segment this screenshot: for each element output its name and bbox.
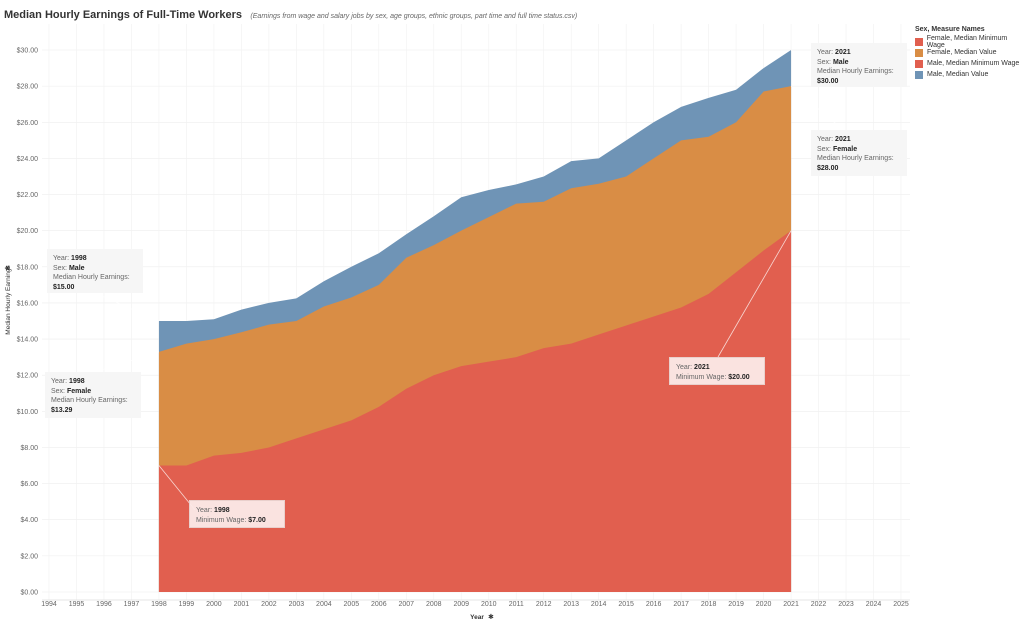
x-tick-label: 1999 <box>179 601 195 608</box>
x-tick-label: 2022 <box>811 601 827 608</box>
x-tick-label: 2016 <box>646 601 662 608</box>
legend-label: Female, Median Value <box>927 49 997 56</box>
x-tick-label: 1998 <box>151 601 167 608</box>
x-tick-label: 2012 <box>536 601 552 608</box>
tooltip-leader-line <box>94 351 160 373</box>
x-tick-label: 2023 <box>838 601 854 608</box>
y-tick-label: $24.00 <box>17 156 39 163</box>
x-tick-label: 2020 <box>756 601 772 608</box>
x-tick-label: 1995 <box>69 601 85 608</box>
tooltip-male-2021: Year: 2021 Sex: Male Median Hourly Earni… <box>811 43 907 87</box>
x-axis-label[interactable]: Year <box>470 614 484 621</box>
x-tick-label: 1996 <box>96 601 112 608</box>
y-tick-label: $12.00 <box>17 373 39 380</box>
legend-title: Sex, Measure Names <box>915 26 985 33</box>
x-tick-label: 1997 <box>124 601 140 608</box>
x-tick-label: 2008 <box>426 601 442 608</box>
x-tick-label: 2001 <box>234 601 250 608</box>
area-minimum-wage[interactable] <box>158 230 792 592</box>
x-axis-pin-icon[interactable]: ✱ <box>488 613 494 621</box>
legend: Sex, Measure Names Female, Median Minimu… <box>915 26 1024 80</box>
tooltip-leader-line <box>790 85 846 132</box>
tooltip-minwage-1998: Year: 1998 Minimum Wage: $7.00 <box>189 500 285 528</box>
tooltip-leader-line <box>158 465 196 511</box>
tooltip-leader-line <box>717 230 792 358</box>
y-tick-label: $8.00 <box>20 445 38 452</box>
x-tick-label: 2013 <box>563 601 579 608</box>
y-tick-label: $30.00 <box>17 48 39 55</box>
chart-subtitle: (Earnings from wage and salary jobs by s… <box>250 13 578 20</box>
tooltip-female-2021: Year: 2021 Sex: Female Median Hourly Ear… <box>811 130 907 176</box>
y-axis-ticks: $0.00 $2.00 $4.00 $6.00 $8.00 $10.00 $12.00 $14… <box>17 48 39 597</box>
legend-label: Male, Median Value <box>927 71 989 78</box>
tooltip-male-1998: Year: 1998 Sex: Male Median Hourly Earni… <box>47 249 143 293</box>
legend-label: Male, Median Minimum Wage <box>927 60 1020 67</box>
legend-label: Female, Median Minimum Wage <box>926 34 1008 49</box>
tooltip-leader-line <box>790 49 812 71</box>
x-tick-label: 2006 <box>371 601 387 608</box>
y-tick-label: $20.00 <box>17 228 39 235</box>
y-axis-label[interactable]: Median Hourly Earnings <box>5 265 12 335</box>
legend-swatch <box>915 70 923 79</box>
legend-swatch <box>915 37 923 46</box>
x-tick-label: 2011 <box>509 601 524 608</box>
legend-item[interactable]: Male, Median Value <box>915 69 1024 80</box>
y-tick-label: $28.00 <box>17 84 39 91</box>
x-tick-label: 2025 <box>893 601 909 608</box>
tooltip-female-1998: Year: 1998 Sex: Female Median Hourly Ear… <box>45 372 141 418</box>
x-tick-label: 2018 <box>701 601 717 608</box>
y-axis-pin-icon[interactable]: ✱ <box>4 265 12 271</box>
legend-swatch <box>915 48 923 57</box>
x-tick-label: 2002 <box>261 601 277 608</box>
y-tick-label: $6.00 <box>20 481 38 488</box>
x-tick-label: 2003 <box>289 601 305 608</box>
chart-title: Median Hourly Earnings of Full-Time Work… <box>4 9 242 21</box>
x-tick-label: 2024 <box>866 601 882 608</box>
y-tick-label: $22.00 <box>17 192 39 199</box>
x-tick-label: 2007 <box>399 601 415 608</box>
legend-item[interactable]: Male, Median Minimum Wage <box>915 58 1024 69</box>
x-tick-label: 2010 <box>481 601 497 608</box>
tooltip-leader-lines <box>94 49 846 511</box>
y-tick-label: $10.00 <box>17 409 39 416</box>
x-tick-label: 1994 <box>41 601 57 608</box>
y-tick-label: $0.00 <box>20 590 38 597</box>
y-tick-label: $4.00 <box>20 517 38 524</box>
x-tick-label: 2019 <box>728 601 744 608</box>
legend-item[interactable]: Female, Median Minimum Wage <box>915 34 1024 49</box>
x-tick-label: 2005 <box>344 601 360 608</box>
chart-title-row: Median Hourly Earnings of Full-Time Work… <box>4 5 577 23</box>
area-series <box>158 50 792 592</box>
x-tick-label: 2014 <box>591 601 607 608</box>
tooltip-minwage-2021: Year: 2021 Minimum Wage: $20.00 <box>669 357 765 385</box>
y-tick-label: $14.00 <box>17 337 39 344</box>
y-tick-label: $26.00 <box>17 120 39 127</box>
legend-swatch <box>915 59 923 68</box>
x-tick-label: 2015 <box>618 601 634 608</box>
tooltip-leader-line <box>94 292 160 322</box>
y-tick-label: $18.00 <box>17 264 39 271</box>
x-tick-label: 2017 <box>673 601 689 608</box>
x-tick-label: 2004 <box>316 601 332 608</box>
y-tick-label: $2.00 <box>20 553 38 560</box>
x-tick-label: 2000 <box>206 601 222 608</box>
y-tick-label: $16.00 <box>17 300 39 307</box>
x-tick-label: 2009 <box>453 601 469 608</box>
x-tick-label: 2021 <box>783 601 799 608</box>
x-axis-ticks: 1994 1995 1996 1997 1998 1999 2000 2001 2002 2003… <box>41 601 909 608</box>
legend-item[interactable]: Female, Median Value <box>915 47 1024 58</box>
